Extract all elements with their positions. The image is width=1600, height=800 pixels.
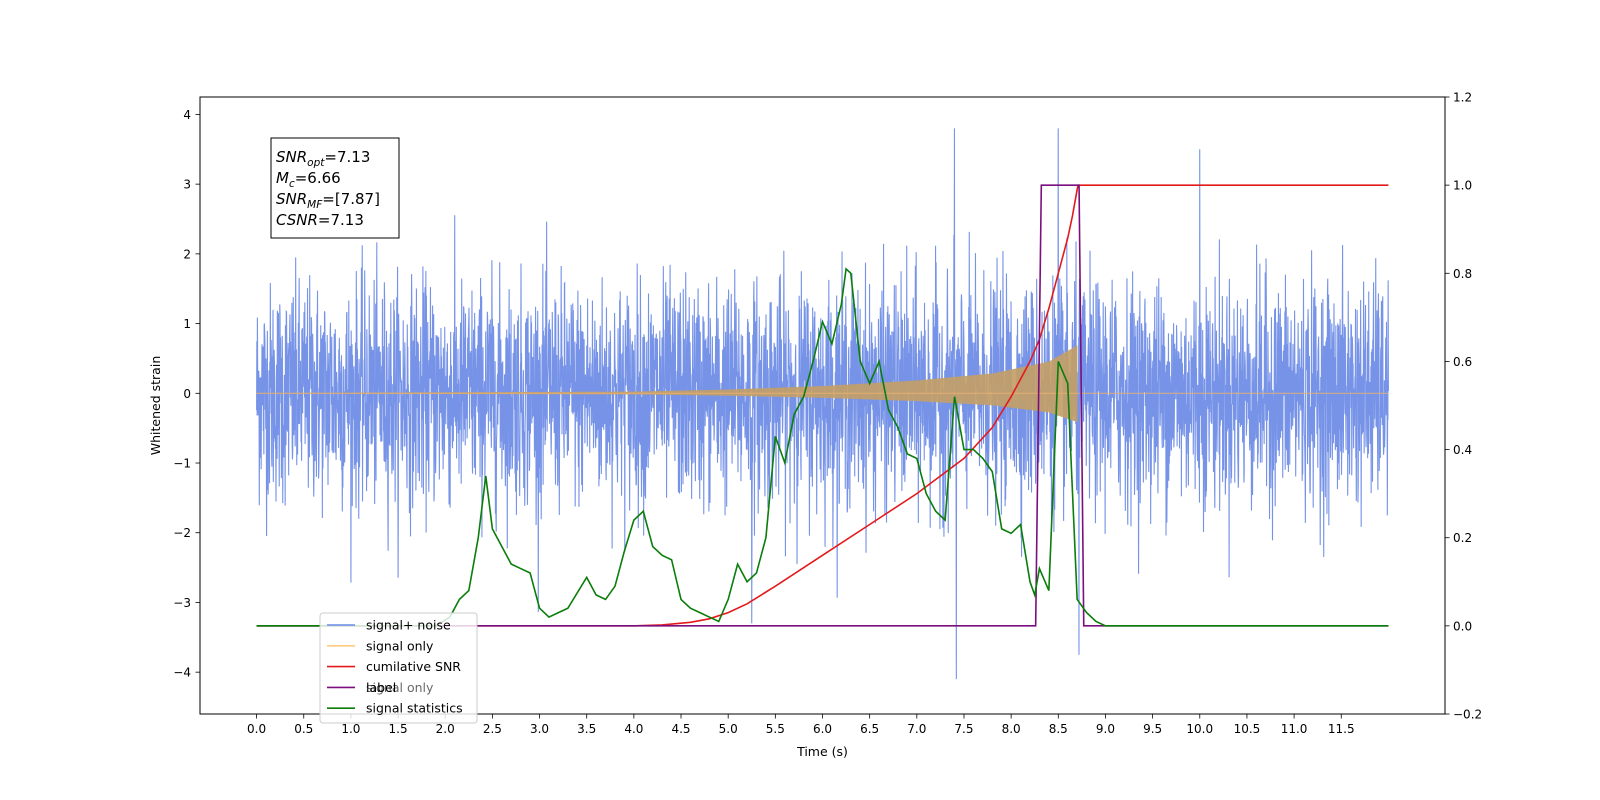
x-tick-label: 0.0	[247, 722, 266, 736]
x-tick-label: 0.5	[294, 722, 313, 736]
x-tick-label: 8.5	[1049, 722, 1068, 736]
annotation-line: Mc=6.66	[276, 169, 341, 190]
y2-tick-label: 1.0	[1453, 179, 1472, 193]
line-series	[256, 184, 1389, 627]
cumilative-SNR-line	[256, 184, 1389, 627]
x-tick-label: 7.0	[907, 722, 926, 736]
y-tick-label: −2	[173, 526, 191, 540]
y-tick-label: 3	[183, 178, 191, 192]
x-tick-label: 3.5	[577, 722, 596, 736]
x-axis: 0.0 0.5 1.0 1.5 2.0 2.5 3.0 3.5 4.0 4.5 5.0 5.5 6.0 6…	[247, 714, 1355, 736]
x-tick-label: 11.5	[1328, 722, 1355, 736]
annotation-symbol: SNR	[276, 148, 307, 166]
x-tick-label: 7.5	[954, 722, 973, 736]
chirp-series	[256, 345, 1389, 423]
annotation-line: SNRopt=7.13	[276, 148, 370, 169]
y-axis-label: Whitened strain	[148, 356, 163, 455]
signal-noise-line	[256, 128, 1389, 680]
x-tick-label: 10.0	[1186, 722, 1213, 736]
annotation-symbol: CSNR	[276, 211, 318, 229]
legend-underlay-text: signal only	[366, 680, 434, 695]
x-tick-label: 9.5	[1143, 722, 1162, 736]
x-tick-label: 1.5	[389, 722, 408, 736]
x-tick-label: 3.0	[530, 722, 549, 736]
x-tick-label: 6.0	[813, 722, 832, 736]
annotation-value: =7.13	[318, 211, 364, 229]
legend-entry: label	[366, 680, 396, 695]
legend-entry: signal only	[366, 638, 434, 653]
y2-tick-label: 0.8	[1453, 267, 1472, 281]
y2-tick-label: 0.0	[1453, 619, 1472, 633]
x-tick-label: 6.5	[860, 722, 879, 736]
y-tick-label: 4	[183, 108, 191, 122]
signal-statistics-line	[256, 267, 1389, 627]
x-tick-label: 8.0	[1002, 722, 1021, 736]
x-tick-label: 9.0	[1096, 722, 1115, 736]
x-tick-label: 4.5	[671, 722, 690, 736]
y2-tick-label: 0.6	[1453, 355, 1472, 369]
x-tick-label: 2.5	[483, 722, 502, 736]
y2-tick-label: 1.2	[1453, 91, 1472, 105]
annotation-value: =7.13	[324, 148, 370, 166]
legend: signal only signal+ noise signal only cumil…	[319, 612, 478, 724]
y-tick-label: 2	[183, 247, 191, 261]
annotation-symbol: M	[276, 169, 289, 187]
y-tick-label: −1	[173, 457, 191, 471]
y-axis-right: −0.2 0.0 0.2 0.4 0.6 0.8 1.0 1.2	[1445, 91, 1482, 722]
noise-series	[256, 128, 1389, 680]
y2-tick-label: 0.4	[1453, 443, 1472, 457]
y2-tick-label: 0.2	[1453, 531, 1472, 545]
y-tick-label: −4	[173, 666, 191, 680]
signal-only-envelope	[256, 345, 1078, 423]
legend-entry: signal+ noise	[366, 618, 451, 633]
x-tick-label: 2.0	[436, 722, 455, 736]
annotation-subscript: MF	[307, 199, 323, 211]
legend-entry: signal statistics	[366, 701, 463, 716]
annotation-line: SNRMF=[7.87]	[276, 190, 380, 211]
x-tick-label: 5.5	[766, 722, 785, 736]
x-tick-label: 10.5	[1234, 722, 1261, 736]
annotation-symbol: SNR	[276, 190, 307, 208]
x-tick-label: 11.0	[1281, 722, 1308, 736]
annotation-subscript: opt	[307, 157, 325, 169]
annotation-line: CSNR=7.13	[276, 211, 364, 229]
x-tick-label: 4.0	[624, 722, 643, 736]
x-axis-label: Time (s)	[796, 744, 848, 759]
y-tick-label: −3	[173, 596, 191, 610]
x-tick-label: 5.0	[719, 722, 738, 736]
x-tick-label: 1.0	[341, 722, 360, 736]
legend-frame	[319, 612, 478, 724]
annotation-value: =[7.87]	[322, 190, 380, 208]
annotation-value: =6.66	[295, 169, 341, 187]
y2-tick-label: −0.2	[1453, 708, 1482, 722]
annotation-subscript: c	[289, 178, 295, 190]
annotation-frame	[270, 137, 400, 239]
y-axis-left: −4 −3 −2 −1 0 1 2 3 4	[173, 108, 200, 680]
y-tick-label: 0	[183, 387, 191, 401]
y-tick-label: 1	[183, 317, 191, 331]
legend-entry: cumilative SNR	[366, 659, 461, 674]
